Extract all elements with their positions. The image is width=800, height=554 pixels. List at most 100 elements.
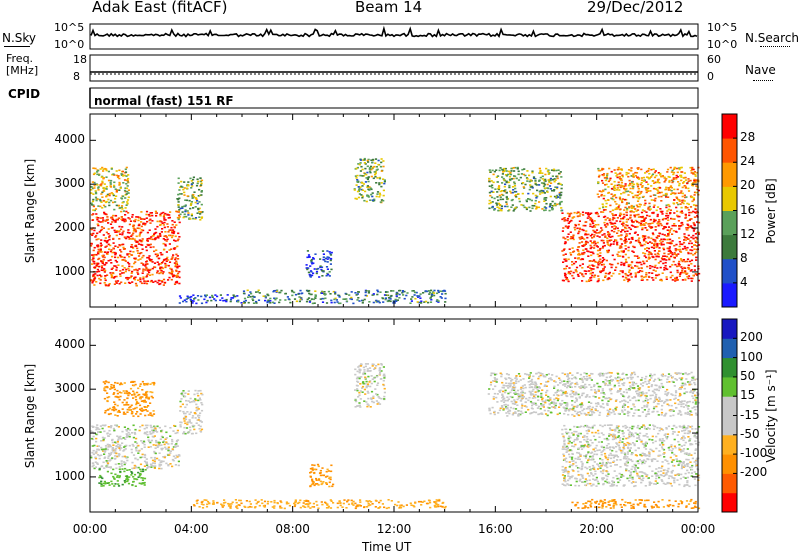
time-tick-label-6: 00:00 <box>680 522 716 536</box>
nsearch-tick-bottom: 10^0 <box>707 38 738 51</box>
nave-tick-bottom: 0 <box>707 70 714 83</box>
date-title: 29/Dec/2012 <box>587 0 684 16</box>
nsky-legend-line <box>4 46 30 47</box>
station-title: Adak East (fitACF) <box>92 0 228 16</box>
power-cbar-tick-5: 24 <box>740 154 756 169</box>
noise-sky-series <box>90 25 698 39</box>
velocity-region-4 <box>309 463 335 488</box>
freq-tick-bottom: 8 <box>73 70 80 83</box>
nave-label: Nave <box>745 63 776 77</box>
velocity-cbar-tick-3: 15 <box>740 388 756 403</box>
velocity-ytick-label-3: 4000 <box>54 337 85 352</box>
power-region-2 <box>176 176 204 221</box>
power-cbar-seg-2 <box>722 234 737 260</box>
cpid-panel-frame <box>89 87 699 109</box>
velocity-ytick-label-2: 3000 <box>54 381 85 396</box>
cpid-text: normal (fast) 151 RF <box>94 94 234 108</box>
time-xlabel: Time UT <box>362 540 412 554</box>
power-cbar-label: Power [dB] <box>764 178 778 244</box>
velocity-cbar-tick-5: -50 <box>740 426 760 441</box>
power-cbar-seg-1 <box>722 258 737 284</box>
power-ytick-label-2: 3000 <box>54 176 85 191</box>
freq-unit-label: [MHz] <box>6 64 39 77</box>
power-region-0 <box>90 210 181 287</box>
velocity-cbar-seg-2 <box>722 454 737 474</box>
power-cbar-tick-0: 4 <box>740 274 748 289</box>
power-axes <box>89 114 699 307</box>
velocity-cbar-tick-1: 100 <box>740 349 763 364</box>
power-region-8 <box>561 210 701 283</box>
velocity-heatmap <box>90 363 701 510</box>
velocity-colorbar <box>721 318 738 513</box>
time-tick-label-1: 04:00 <box>174 522 209 536</box>
power-region-4 <box>305 250 333 278</box>
velocity-region-0 <box>90 424 181 470</box>
time-tick-label-4: 16:00 <box>478 522 513 536</box>
velocity-region-7 <box>487 371 700 418</box>
beam-title: Beam 14 <box>355 0 423 16</box>
velocity-region-8 <box>561 424 701 488</box>
power-cbar-tick-3: 16 <box>740 202 756 217</box>
velocity-cbar-tick-6: -100 <box>740 446 768 461</box>
velocity-ytick-label-0: 1000 <box>54 468 85 483</box>
velocity-cbar-seg-0 <box>722 492 737 513</box>
nsearch-tick-top: 10^5 <box>707 21 738 34</box>
nave-tick-top: 60 <box>707 53 721 66</box>
power-cbar-tick-6: 28 <box>740 130 756 145</box>
power-cbar-seg-7 <box>722 114 737 139</box>
power-region-5 <box>353 157 386 204</box>
freq-panel-frame <box>89 54 699 82</box>
velocity-ylabel: Slant Range [km] <box>23 363 37 469</box>
velocity-axes <box>89 319 699 512</box>
nsearch-legend-line <box>760 46 790 47</box>
power-ytick-label-0: 1000 <box>54 263 85 278</box>
velocity-cbar-seg-9 <box>722 319 737 339</box>
power-region-6 <box>242 289 447 305</box>
power-ylabel: Slant Range [km] <box>23 158 37 264</box>
velocity-region-6 <box>192 498 447 510</box>
velocity-cbar-tick-2: 50 <box>740 368 756 383</box>
power-colorbar <box>721 113 738 308</box>
power-region-3 <box>178 294 243 305</box>
time-tick-label-2: 08:00 <box>275 522 310 536</box>
velocity-cbar-tick-0: 200 <box>740 330 763 345</box>
nsky-tick-top: 10^5 <box>54 21 85 34</box>
power-cbar-seg-3 <box>722 210 737 236</box>
time-tick-label-0: 00:00 <box>72 522 108 536</box>
power-cbar-seg-6 <box>722 138 737 163</box>
time-tick-label-3: 12:00 <box>376 522 412 536</box>
velocity-region-9 <box>571 498 701 510</box>
nsky-tick-bottom: 10^0 <box>54 38 85 51</box>
power-cbar-seg-5 <box>722 162 737 187</box>
velocity-cbar-tick-4: -15 <box>740 407 760 422</box>
velocity-cbar-tick-7: -200 <box>740 465 768 480</box>
power-cbar-tick-1: 8 <box>740 250 748 265</box>
power-region-9 <box>596 166 700 212</box>
velocity-cbar-seg-8 <box>722 338 737 359</box>
power-region-7 <box>488 166 564 212</box>
velocity-region-2 <box>102 380 156 418</box>
power-cbar-seg-0 <box>722 282 737 308</box>
time-tick-label-5: 20:00 <box>579 522 614 536</box>
velocity-cbar-seg-4 <box>722 415 737 436</box>
power-cbar-tick-2: 12 <box>740 226 756 241</box>
velocity-region-1 <box>98 468 147 487</box>
velocity-region-3 <box>179 389 204 435</box>
power-region-1 <box>90 166 130 212</box>
nave-legend-line <box>753 80 773 81</box>
freq-tick-top: 18 <box>73 53 87 66</box>
cpid-label: CPID <box>8 87 41 101</box>
nsky-label: N.Sky <box>2 31 37 45</box>
power-cbar-seg-4 <box>722 186 737 211</box>
nsearch-label: N.Search <box>745 31 800 45</box>
velocity-cbar-seg-5 <box>722 396 737 416</box>
velocity-cbar-seg-3 <box>722 434 737 455</box>
power-cbar-tick-4: 20 <box>740 178 756 193</box>
power-ytick-label-1: 2000 <box>54 220 85 235</box>
velocity-cbar-seg-1 <box>722 473 737 494</box>
noise-panel-frame <box>89 23 699 50</box>
velocity-cbar-seg-7 <box>722 357 737 378</box>
power-ytick-label-3: 4000 <box>54 132 85 147</box>
velocity-cbar-seg-6 <box>722 376 737 397</box>
